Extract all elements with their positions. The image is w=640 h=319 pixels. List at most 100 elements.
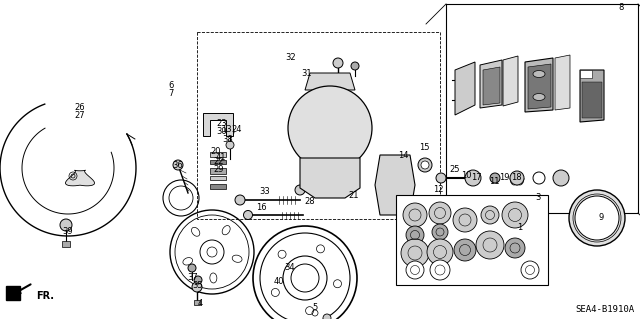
Text: 26: 26 xyxy=(75,102,85,112)
Polygon shape xyxy=(300,158,360,198)
Polygon shape xyxy=(555,55,570,110)
Circle shape xyxy=(432,224,448,240)
Polygon shape xyxy=(480,60,502,108)
Text: 34: 34 xyxy=(285,263,295,272)
Text: 29: 29 xyxy=(214,166,224,174)
Text: 12: 12 xyxy=(433,186,444,195)
Circle shape xyxy=(351,62,359,70)
Circle shape xyxy=(192,282,202,292)
Text: 4: 4 xyxy=(197,299,203,308)
Text: 21: 21 xyxy=(349,190,359,199)
Text: 10: 10 xyxy=(461,172,471,181)
Circle shape xyxy=(533,172,545,184)
Text: 28: 28 xyxy=(305,197,316,206)
Circle shape xyxy=(60,219,72,231)
Text: 6: 6 xyxy=(168,80,173,90)
Bar xyxy=(197,32,440,219)
Circle shape xyxy=(490,173,500,183)
Bar xyxy=(210,168,226,174)
Text: 23: 23 xyxy=(217,118,227,128)
Polygon shape xyxy=(65,170,95,186)
Circle shape xyxy=(406,261,424,279)
Circle shape xyxy=(226,128,234,136)
Circle shape xyxy=(418,198,432,212)
Text: 31: 31 xyxy=(301,70,312,78)
Ellipse shape xyxy=(191,227,200,236)
Text: 37: 37 xyxy=(188,272,198,281)
Circle shape xyxy=(387,177,403,193)
Text: 30: 30 xyxy=(217,127,227,136)
Ellipse shape xyxy=(222,226,230,235)
Circle shape xyxy=(502,202,528,228)
Polygon shape xyxy=(525,58,553,112)
Text: 27: 27 xyxy=(75,110,85,120)
Ellipse shape xyxy=(533,70,545,78)
Text: 20: 20 xyxy=(211,147,221,157)
Text: 16: 16 xyxy=(256,204,266,212)
Circle shape xyxy=(194,276,202,284)
Circle shape xyxy=(235,195,245,205)
Ellipse shape xyxy=(183,257,193,265)
Text: 38: 38 xyxy=(223,136,234,145)
Circle shape xyxy=(243,211,253,219)
Circle shape xyxy=(553,170,569,186)
Text: 1: 1 xyxy=(517,224,523,233)
Text: 19: 19 xyxy=(499,173,509,182)
Circle shape xyxy=(465,170,481,186)
Text: 36: 36 xyxy=(173,161,184,170)
Circle shape xyxy=(308,106,352,150)
Circle shape xyxy=(521,261,539,279)
Text: 13: 13 xyxy=(221,125,231,135)
Circle shape xyxy=(430,260,450,280)
Polygon shape xyxy=(483,67,500,105)
Circle shape xyxy=(288,86,372,170)
Circle shape xyxy=(569,190,625,246)
Text: 14: 14 xyxy=(397,151,408,160)
Text: 7: 7 xyxy=(168,88,173,98)
Text: 35: 35 xyxy=(193,281,204,291)
Text: 18: 18 xyxy=(511,173,522,182)
Circle shape xyxy=(427,239,453,265)
Text: 40: 40 xyxy=(274,277,284,286)
Polygon shape xyxy=(455,62,475,115)
Text: 24: 24 xyxy=(232,125,243,135)
Text: 8: 8 xyxy=(618,4,624,12)
Bar xyxy=(210,160,226,164)
Polygon shape xyxy=(503,56,518,106)
Text: 32: 32 xyxy=(285,53,296,62)
Bar xyxy=(210,152,226,157)
Circle shape xyxy=(173,160,183,170)
Circle shape xyxy=(510,171,524,185)
Circle shape xyxy=(429,202,451,224)
Circle shape xyxy=(418,158,432,172)
Circle shape xyxy=(454,239,476,261)
Bar xyxy=(194,300,200,305)
Text: 17: 17 xyxy=(470,173,481,182)
Circle shape xyxy=(436,173,446,183)
Polygon shape xyxy=(582,82,602,118)
Circle shape xyxy=(401,239,429,267)
Text: 11: 11 xyxy=(489,176,499,186)
Circle shape xyxy=(505,238,525,258)
Circle shape xyxy=(481,206,499,224)
Circle shape xyxy=(333,58,343,68)
Ellipse shape xyxy=(232,255,242,262)
Bar xyxy=(210,176,226,180)
Polygon shape xyxy=(580,70,592,78)
Text: 15: 15 xyxy=(419,144,429,152)
Polygon shape xyxy=(580,70,604,122)
Text: FR.: FR. xyxy=(36,291,54,301)
Circle shape xyxy=(226,141,234,149)
Text: 41: 41 xyxy=(216,152,227,161)
Text: 3: 3 xyxy=(535,194,541,203)
Text: 22: 22 xyxy=(214,158,224,167)
Polygon shape xyxy=(528,64,551,109)
Text: 33: 33 xyxy=(260,188,270,197)
Text: 25: 25 xyxy=(450,165,460,174)
Circle shape xyxy=(295,185,305,195)
Circle shape xyxy=(188,264,196,272)
Text: 5: 5 xyxy=(312,302,317,311)
Bar xyxy=(210,184,226,189)
Circle shape xyxy=(575,196,619,240)
Polygon shape xyxy=(6,286,20,300)
